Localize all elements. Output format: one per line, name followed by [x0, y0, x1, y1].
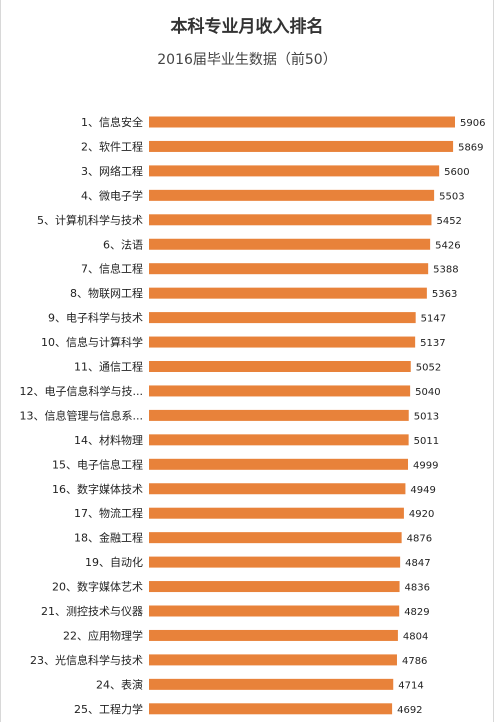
value-label: 4829 [404, 607, 429, 618]
category-label: 21、测控技术与仪器 [41, 604, 143, 618]
value-label: 4949 [410, 485, 435, 496]
category-label: 13、信息管理与信息系... [20, 408, 144, 422]
category-label: 4、微电子学 [81, 188, 143, 202]
bar [149, 263, 429, 275]
bar [149, 116, 455, 128]
category-label: 6、法语 [103, 237, 143, 251]
bar [149, 336, 416, 348]
value-label: 4836 [405, 583, 430, 594]
value-label: 4876 [407, 534, 432, 545]
bar [149, 434, 409, 446]
bar [149, 238, 431, 250]
value-label: 5013 [414, 411, 439, 422]
category-label: 19、自动化 [85, 555, 143, 569]
value-label: 5040 [415, 387, 440, 398]
value-label: 4786 [402, 656, 427, 667]
bar [149, 361, 411, 372]
bar [149, 703, 393, 715]
value-label: 4999 [413, 460, 438, 471]
category-label: 22、应用物理学 [63, 628, 143, 642]
category-label: 8、物联网工程 [70, 286, 143, 300]
category-label: 9、电子科学与技术 [48, 311, 143, 325]
category-label: 24、表演 [96, 677, 143, 691]
category-label: 5、计算机科学与技术 [37, 213, 143, 227]
bar [149, 458, 409, 470]
value-label: 5906 [460, 118, 485, 129]
bar [149, 654, 397, 666]
category-label: 1、信息安全 [81, 115, 143, 129]
category-label: 17、物流工程 [74, 506, 143, 520]
bar [149, 605, 400, 617]
value-label: 5052 [416, 363, 441, 374]
bar [149, 385, 411, 397]
category-label: 18、金融工程 [74, 531, 143, 545]
category-label: 23、光信息科学与技术 [30, 653, 143, 667]
bar [149, 189, 435, 201]
bar [149, 214, 432, 226]
value-label: 5600 [444, 167, 469, 178]
category-label: 16、数字媒体技术 [52, 482, 143, 496]
value-label: 5011 [414, 436, 439, 447]
bar [149, 409, 409, 421]
bar [149, 165, 440, 177]
value-label: 5363 [432, 289, 457, 300]
value-label: 5426 [435, 240, 460, 251]
category-label: 3、网络工程 [81, 164, 143, 178]
category-label: 15、电子信息工程 [52, 457, 143, 471]
category-label: 25、工程力学 [74, 702, 143, 716]
value-label: 5137 [420, 338, 445, 349]
bar [149, 312, 416, 324]
bar [149, 507, 404, 519]
category-label: 20、数字媒体艺术 [52, 580, 143, 594]
category-label: 7、信息工程 [81, 262, 143, 276]
bar [149, 678, 394, 690]
bar [149, 532, 402, 544]
value-label: 4804 [403, 631, 428, 642]
value-label: 4847 [405, 558, 430, 569]
value-label: 4692 [397, 705, 422, 716]
value-label: 4714 [398, 680, 423, 691]
value-label: 4920 [409, 509, 434, 520]
value-label: 5388 [433, 265, 458, 276]
category-label: 10、信息与计算科学 [41, 335, 143, 349]
value-label: 5147 [421, 314, 446, 325]
value-label: 5503 [439, 191, 464, 202]
value-label: 5869 [458, 142, 483, 153]
bar [149, 556, 401, 568]
category-label: 12、电子信息科学与技... [20, 384, 144, 398]
bar [149, 581, 400, 593]
bar [149, 287, 427, 299]
bar [149, 140, 454, 152]
category-label: 14、材料物理 [74, 433, 143, 447]
bar [149, 483, 406, 495]
category-label: 11、通信工程 [74, 361, 143, 374]
category-label: 2、软件工程 [81, 139, 143, 153]
bar [149, 629, 398, 641]
chart-subtitle: 2016届毕业生数据（前50） [157, 52, 337, 68]
value-label: 5452 [436, 216, 461, 227]
chart-title: 本科专业月收入排名 [170, 17, 324, 37]
